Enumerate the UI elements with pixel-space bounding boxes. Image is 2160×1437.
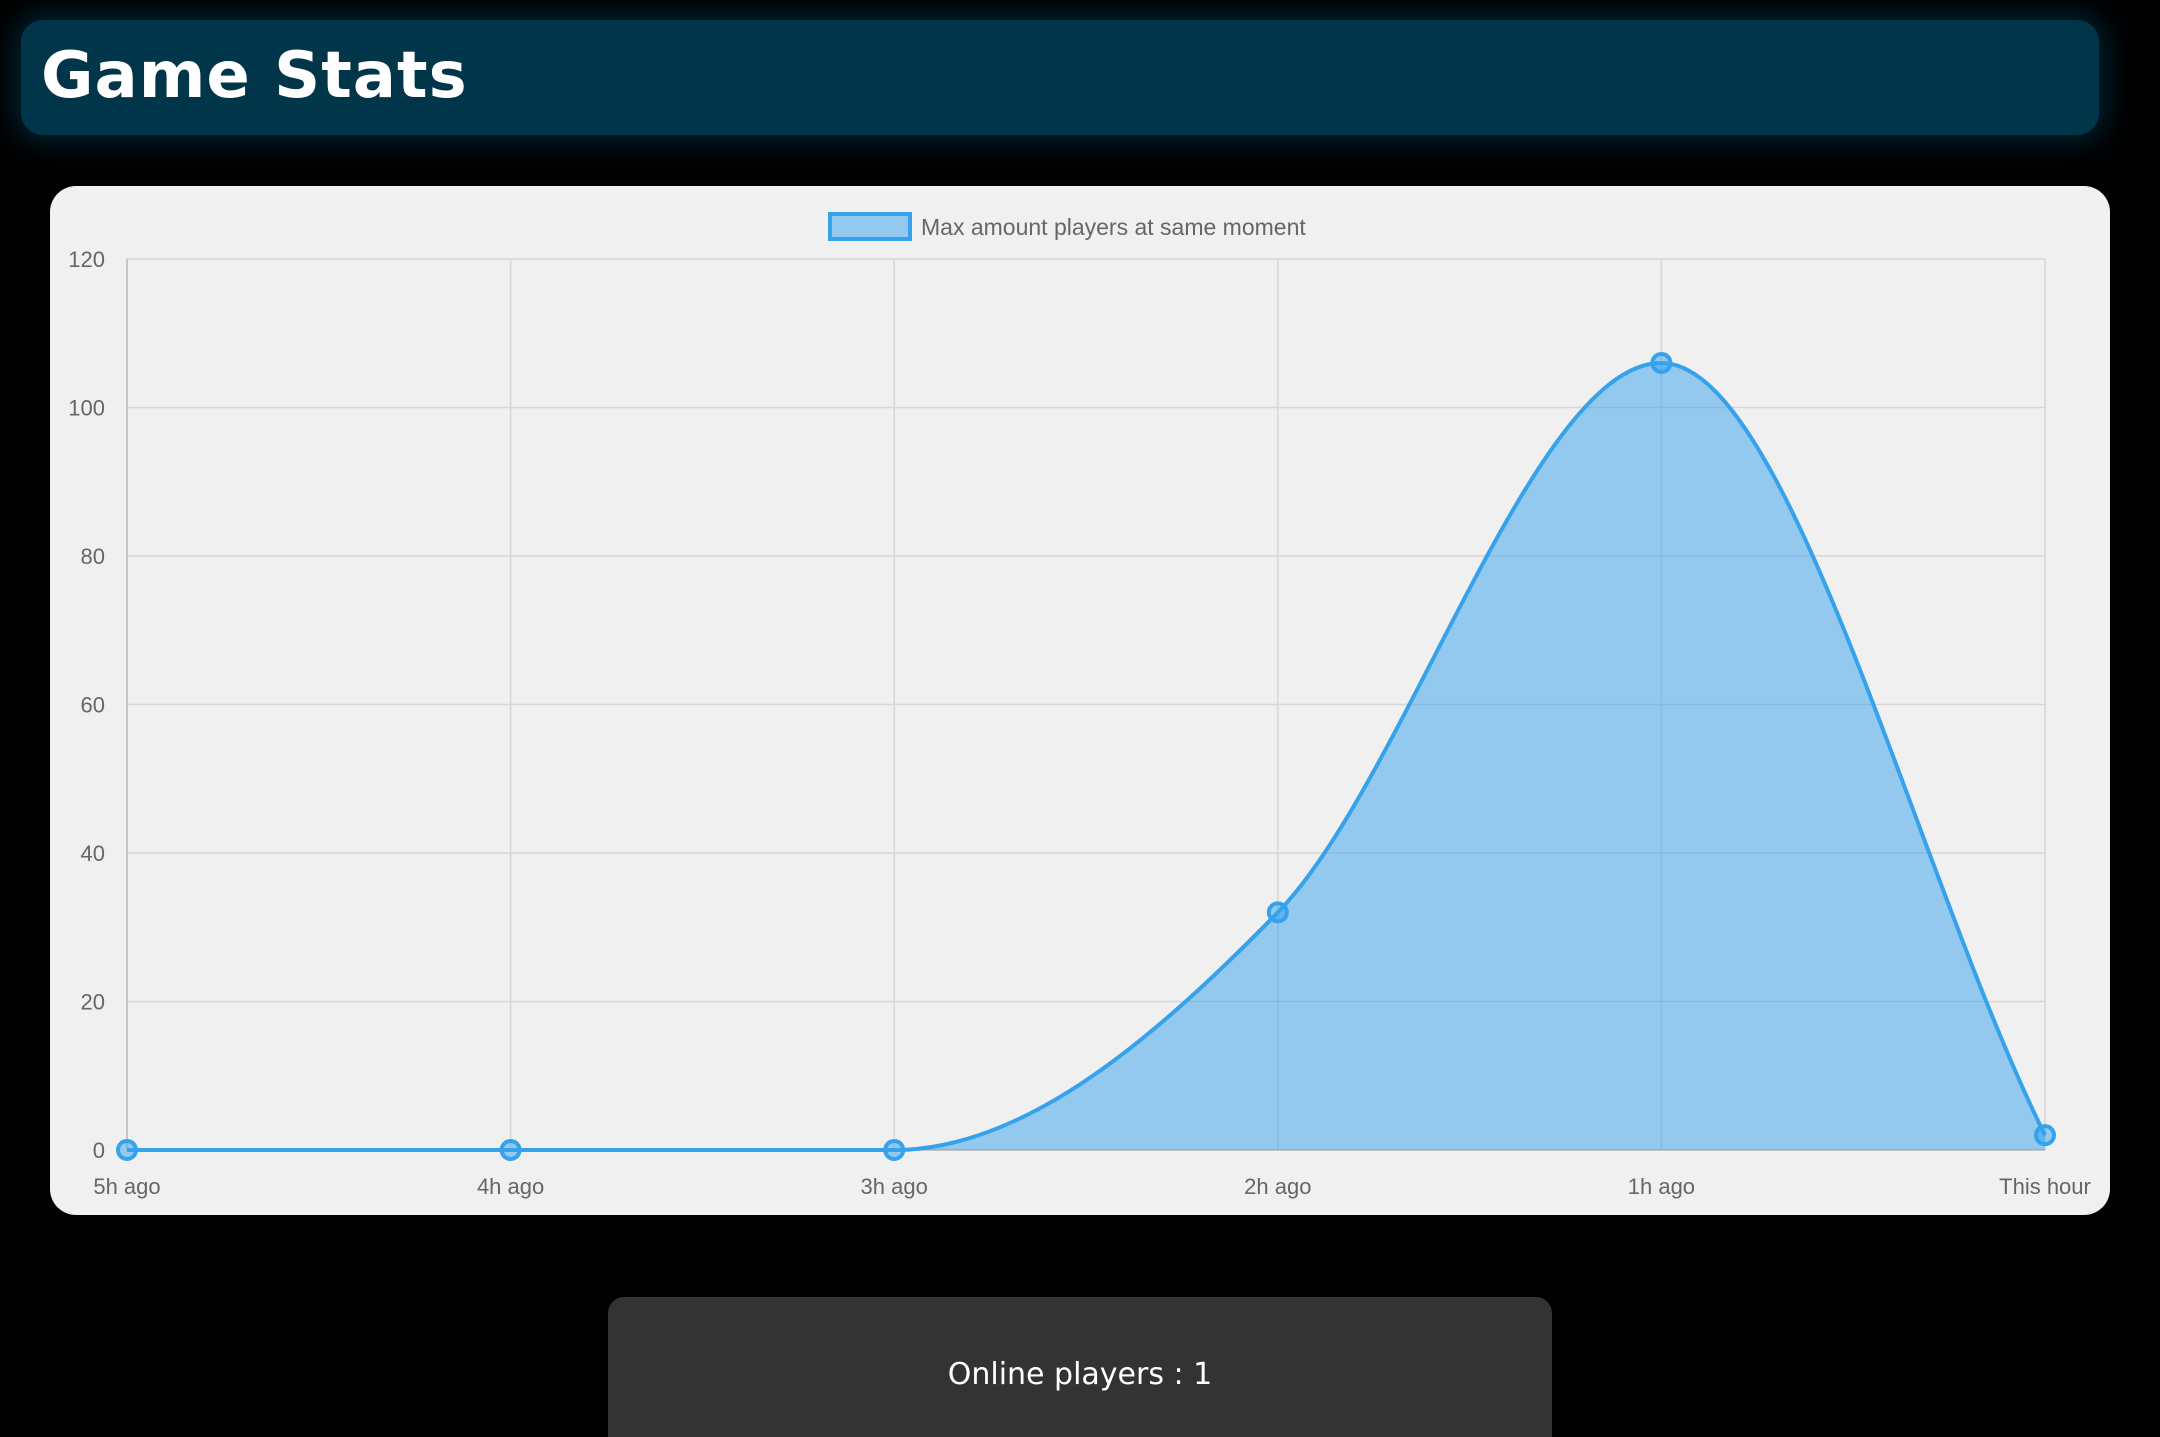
data-point[interactable] bbox=[1266, 901, 1289, 924]
x-tick-label: 2h ago bbox=[1244, 1174, 1311, 1199]
players-chart: 0 20 40 60 80 100 120 5h ago 4h ago 3h ago 2h ago… bbox=[68, 212, 2091, 1199]
y-axis-ticks: 0 20 40 60 80 100 120 bbox=[68, 247, 105, 1163]
chart-legend[interactable]: Max amount players at same moment bbox=[828, 212, 1306, 241]
chart-points bbox=[116, 351, 2056, 1161]
y-tick-label: 40 bbox=[81, 841, 105, 866]
x-tick-label: 5h ago bbox=[93, 1174, 160, 1199]
x-tick-label: 3h ago bbox=[861, 1174, 928, 1199]
header-bar: Game Stats bbox=[21, 20, 2099, 135]
data-point[interactable] bbox=[2034, 1124, 2056, 1147]
x-axis-ticks: 5h ago 4h ago 3h ago 2h ago 1h ago This hour bbox=[93, 1174, 2091, 1199]
data-point[interactable] bbox=[883, 1139, 906, 1161]
x-tick-label: This hour bbox=[1999, 1174, 2091, 1199]
y-tick-label: 80 bbox=[81, 544, 105, 569]
page-title: Game Stats bbox=[41, 39, 468, 113]
legend-label[interactable]: Max amount players at same moment bbox=[921, 214, 1306, 240]
data-point[interactable] bbox=[1650, 351, 1673, 374]
data-point[interactable] bbox=[499, 1139, 522, 1161]
y-tick-label: 120 bbox=[68, 247, 105, 272]
y-tick-label: 100 bbox=[68, 396, 105, 421]
series-area-fill bbox=[127, 362, 2045, 1150]
chart-card: 0 20 40 60 80 100 120 5h ago 4h ago 3h ago 2h ago… bbox=[50, 186, 2110, 1215]
y-tick-label: 60 bbox=[81, 693, 105, 718]
chart-area bbox=[127, 360, 2047, 1153]
x-tick-label: 1h ago bbox=[1628, 1174, 1695, 1199]
data-point[interactable] bbox=[116, 1139, 138, 1161]
legend-swatch[interactable] bbox=[828, 212, 912, 241]
x-tick-label: 4h ago bbox=[477, 1174, 544, 1199]
online-players-count: 1 bbox=[1193, 1357, 1213, 1392]
online-players-text: Online players : 1 bbox=[608, 1357, 1552, 1392]
online-players-panel: Online players : 1 bbox=[608, 1297, 1552, 1437]
online-players-label: Online players : bbox=[947, 1357, 1194, 1392]
y-tick-label: 20 bbox=[81, 990, 105, 1015]
y-tick-label: 0 bbox=[93, 1138, 105, 1163]
